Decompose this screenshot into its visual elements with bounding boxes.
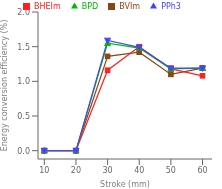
svg-text:30: 30 [103, 166, 113, 175]
svg-text:60: 60 [197, 166, 207, 175]
svg-text:50: 50 [166, 166, 176, 175]
svg-text:Energy conversion efficiency (: Energy conversion efficiency (%) [8, 20, 9, 152]
svg-text:1.5: 1.5 [17, 43, 30, 52]
svg-text:40: 40 [134, 166, 144, 175]
svg-text:1.0: 1.0 [17, 77, 30, 86]
svg-text:Stroke (mm): Stroke (mm) [100, 180, 150, 189]
html-text:BPD: BPD [81, 2, 99, 11]
html-text:BVIm: BVIm [119, 2, 141, 11]
svg-text:0.0: 0.0 [17, 147, 30, 156]
html-text:PPh3: PPh3 [161, 2, 181, 11]
svg-text:20: 20 [71, 166, 81, 175]
svg-text:0.5: 0.5 [17, 112, 30, 121]
svg-text:10: 10 [39, 166, 49, 175]
html-text:BHEIm: BHEIm [34, 2, 61, 11]
svg-text:2.0: 2.0 [17, 8, 30, 17]
